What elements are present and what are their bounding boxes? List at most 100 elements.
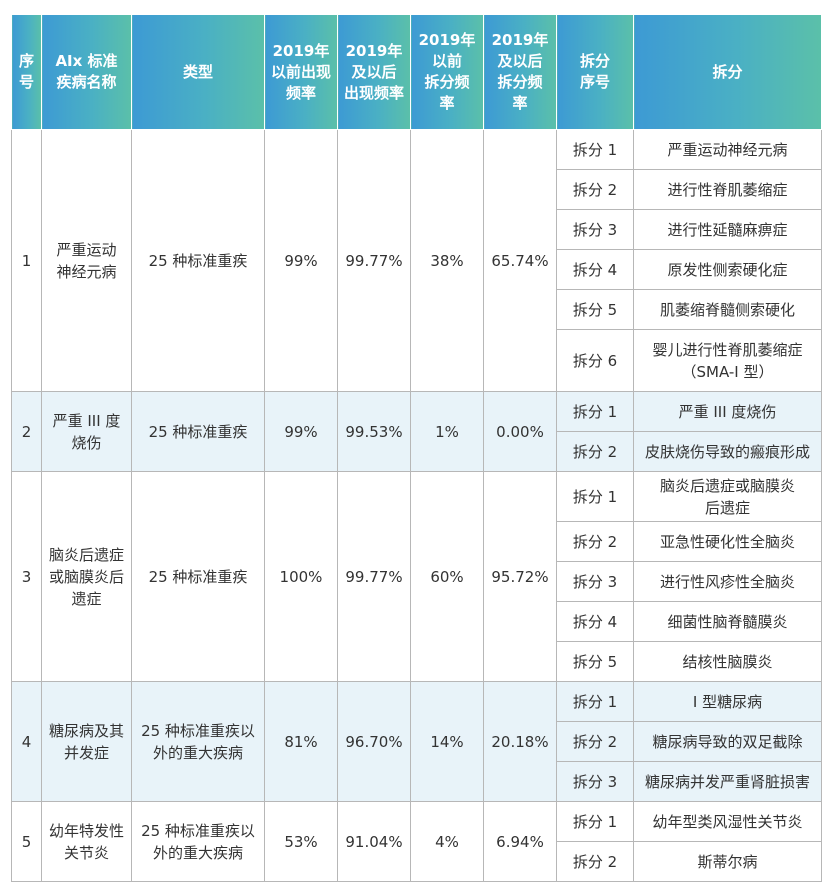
split-index-cell: 拆分 4 <box>556 601 634 642</box>
split-index-cell: 拆分 5 <box>556 641 634 682</box>
group-freq-after-2019: 91.04% <box>337 801 411 882</box>
split-index-cell: 拆分 2 <box>556 721 634 762</box>
group-type: 25 种标准重疾 <box>131 391 265 472</box>
split-name-cell: 糖尿病并发严重肾脏损害 <box>633 761 822 802</box>
split-index-cell: 拆分 2 <box>556 169 634 210</box>
group-split-freq-after-2019: 6.94% <box>483 801 557 882</box>
split-index-cell: 拆分 3 <box>556 761 634 802</box>
table-body: 1 严重运动 神经元病 25 种标准重疾 99% 99.77% 38% 65.74% 拆分 1… <box>11 129 822 882</box>
split-name-cell: 亚急性硬化性全脑炎 <box>633 521 822 562</box>
group-split-freq-before-2019: 14% <box>410 681 484 802</box>
table-row: 拆分 2 皮肤烧伤导致的瘢痕形成 <box>12 431 822 472</box>
split-name-cell: 进行性延髓麻痹症 <box>633 209 822 250</box>
split-name-cell: 糖尿病导致的双足截除 <box>633 721 822 762</box>
split-name-cell: 细菌性脑脊髓膜炎 <box>633 601 822 642</box>
group-index: 3 <box>11 471 42 682</box>
group-index: 2 <box>11 391 42 472</box>
group-type: 25 种标准重疾以 外的重大疾病 <box>131 681 265 802</box>
table-row: 拆分 5 结核性脑膜炎 <box>12 641 822 682</box>
table-row: 1 严重运动 神经元病 25 种标准重疾 99% 99.77% 38% 65.74% 拆分 1… <box>11 129 822 392</box>
split-index-cell: 拆分 2 <box>556 521 634 562</box>
group-freq-after-2019: 99.53% <box>337 391 411 472</box>
split-name-cell: 严重 III 度烧伤 <box>633 391 822 432</box>
split-name-cell: 进行性风疹性全脑炎 <box>633 561 822 602</box>
split-index-cell: 拆分 5 <box>556 289 634 330</box>
table-row: 拆分 4 原发性侧索硬化症 <box>12 249 822 290</box>
table-row: 拆分 4 细菌性脑脊髓膜炎 <box>12 601 822 642</box>
group-type: 25 种标准重疾 <box>131 129 265 392</box>
header-split-index: 拆分 序号 <box>556 14 634 130</box>
split-index-cell: 拆分 6 <box>556 329 634 392</box>
split-name-cell: 原发性侧索硬化症 <box>633 249 822 290</box>
group-index: 5 <box>11 801 42 882</box>
table-row: 拆分 3 进行性风疹性全脑炎 <box>12 561 822 602</box>
split-name-cell: 肌萎缩脊髓侧索硬化 <box>633 289 822 330</box>
group-split-freq-after-2019: 20.18% <box>483 681 557 802</box>
split-index-cell: 拆分 1 <box>556 471 634 522</box>
group-split-freq-before-2019: 4% <box>410 801 484 882</box>
header-disease-name: AIx 标准 疾病名称 <box>41 14 132 130</box>
group-split-freq-before-2019: 60% <box>410 471 484 682</box>
group-index: 4 <box>11 681 42 802</box>
group-split-freq-after-2019: 0.00% <box>483 391 557 472</box>
table-row: 拆分 3 糖尿病并发严重肾脏损害 <box>12 761 822 802</box>
header-split: 拆分 <box>633 14 822 130</box>
group-freq-before-2019: 99% <box>264 391 338 472</box>
table-row: 拆分 6 婴儿进行性脊肌萎缩症 （SMA-I 型） <box>12 329 822 392</box>
group-disease-name: 糖尿病及其 并发症 <box>41 681 132 802</box>
split-name-cell: 斯蒂尔病 <box>633 841 822 882</box>
split-index-cell: 拆分 4 <box>556 249 634 290</box>
table-row: 3 脑炎后遗症 或脑膜炎后 遗症 25 种标准重疾 100% 99.77% 60% 95.7… <box>11 471 822 682</box>
group-index: 1 <box>11 129 42 392</box>
table-header-row: 序 号 AIx 标准 疾病名称 类型 2019年 以前出现 频率 2019年 及… <box>11 14 822 130</box>
group-type: 25 种标准重疾以 外的重大疾病 <box>131 801 265 882</box>
split-index-cell: 拆分 1 <box>556 681 634 722</box>
group-freq-before-2019: 53% <box>264 801 338 882</box>
split-name-cell: I 型糖尿病 <box>633 681 822 722</box>
table-row: 拆分 5 肌萎缩脊髓侧索硬化 <box>12 289 822 330</box>
group-split-freq-before-2019: 1% <box>410 391 484 472</box>
header-index: 序 号 <box>11 14 42 130</box>
group-type: 25 种标准重疾 <box>131 471 265 682</box>
group-split-freq-after-2019: 95.72% <box>483 471 557 682</box>
split-index-cell: 拆分 2 <box>556 431 634 472</box>
disease-split-table: 序 号 AIx 标准 疾病名称 类型 2019年 以前出现 频率 2019年 及… <box>11 14 822 882</box>
split-index-cell: 拆分 1 <box>556 391 634 432</box>
split-name-cell: 进行性脊肌萎缩症 <box>633 169 822 210</box>
group-freq-after-2019: 99.77% <box>337 129 411 392</box>
split-index-cell: 拆分 1 <box>556 801 634 842</box>
group-freq-before-2019: 99% <box>264 129 338 392</box>
header-freq-after-2019: 2019年 及以后 出现频率 <box>337 14 411 130</box>
table-row: 拆分 2 斯蒂尔病 <box>12 841 822 882</box>
split-name-cell: 婴儿进行性脊肌萎缩症 （SMA-I 型） <box>633 329 822 392</box>
split-index-cell: 拆分 3 <box>556 209 634 250</box>
split-name-cell: 皮肤烧伤导致的瘢痕形成 <box>633 431 822 472</box>
group-freq-after-2019: 96.70% <box>337 681 411 802</box>
split-index-cell: 拆分 2 <box>556 841 634 882</box>
header-type: 类型 <box>131 14 265 130</box>
table-row: 拆分 2 进行性脊肌萎缩症 <box>12 169 822 210</box>
group-freq-before-2019: 100% <box>264 471 338 682</box>
group-freq-after-2019: 99.77% <box>337 471 411 682</box>
header-split-freq-after-2019: 2019年 及以后 拆分频 率 <box>483 14 557 130</box>
split-name-cell: 结核性脑膜炎 <box>633 641 822 682</box>
table-row: 2 严重 III 度 烧伤 25 种标准重疾 99% 99.53% 1% 0.00% 拆分 1… <box>11 391 822 472</box>
header-split-freq-before-2019: 2019年 以前 拆分频 率 <box>410 14 484 130</box>
split-index-cell: 拆分 3 <box>556 561 634 602</box>
table-row: 拆分 2 亚急性硬化性全脑炎 <box>12 521 822 562</box>
group-disease-name: 严重运动 神经元病 <box>41 129 132 392</box>
header-freq-before-2019: 2019年 以前出现 频率 <box>264 14 338 130</box>
split-name-cell: 脑炎后遗症或脑膜炎 后遗症 <box>633 471 822 522</box>
table-row: 4 糖尿病及其 并发症 25 种标准重疾以 外的重大疾病 81% 96.70% 14% 20… <box>11 681 822 802</box>
split-name-cell: 严重运动神经元病 <box>633 129 822 170</box>
split-index-cell: 拆分 1 <box>556 129 634 170</box>
split-name-cell: 幼年型类风湿性关节炎 <box>633 801 822 842</box>
table-row: 拆分 3 进行性延髓麻痹症 <box>12 209 822 250</box>
table-row: 5 幼年特发性 关节炎 25 种标准重疾以 外的重大疾病 53% 91.04% 4% 6.9… <box>11 801 822 882</box>
group-freq-before-2019: 81% <box>264 681 338 802</box>
group-split-freq-before-2019: 38% <box>410 129 484 392</box>
group-disease-name: 严重 III 度 烧伤 <box>41 391 132 472</box>
group-disease-name: 幼年特发性 关节炎 <box>41 801 132 882</box>
group-disease-name: 脑炎后遗症 或脑膜炎后 遗症 <box>41 471 132 682</box>
group-split-freq-after-2019: 65.74% <box>483 129 557 392</box>
